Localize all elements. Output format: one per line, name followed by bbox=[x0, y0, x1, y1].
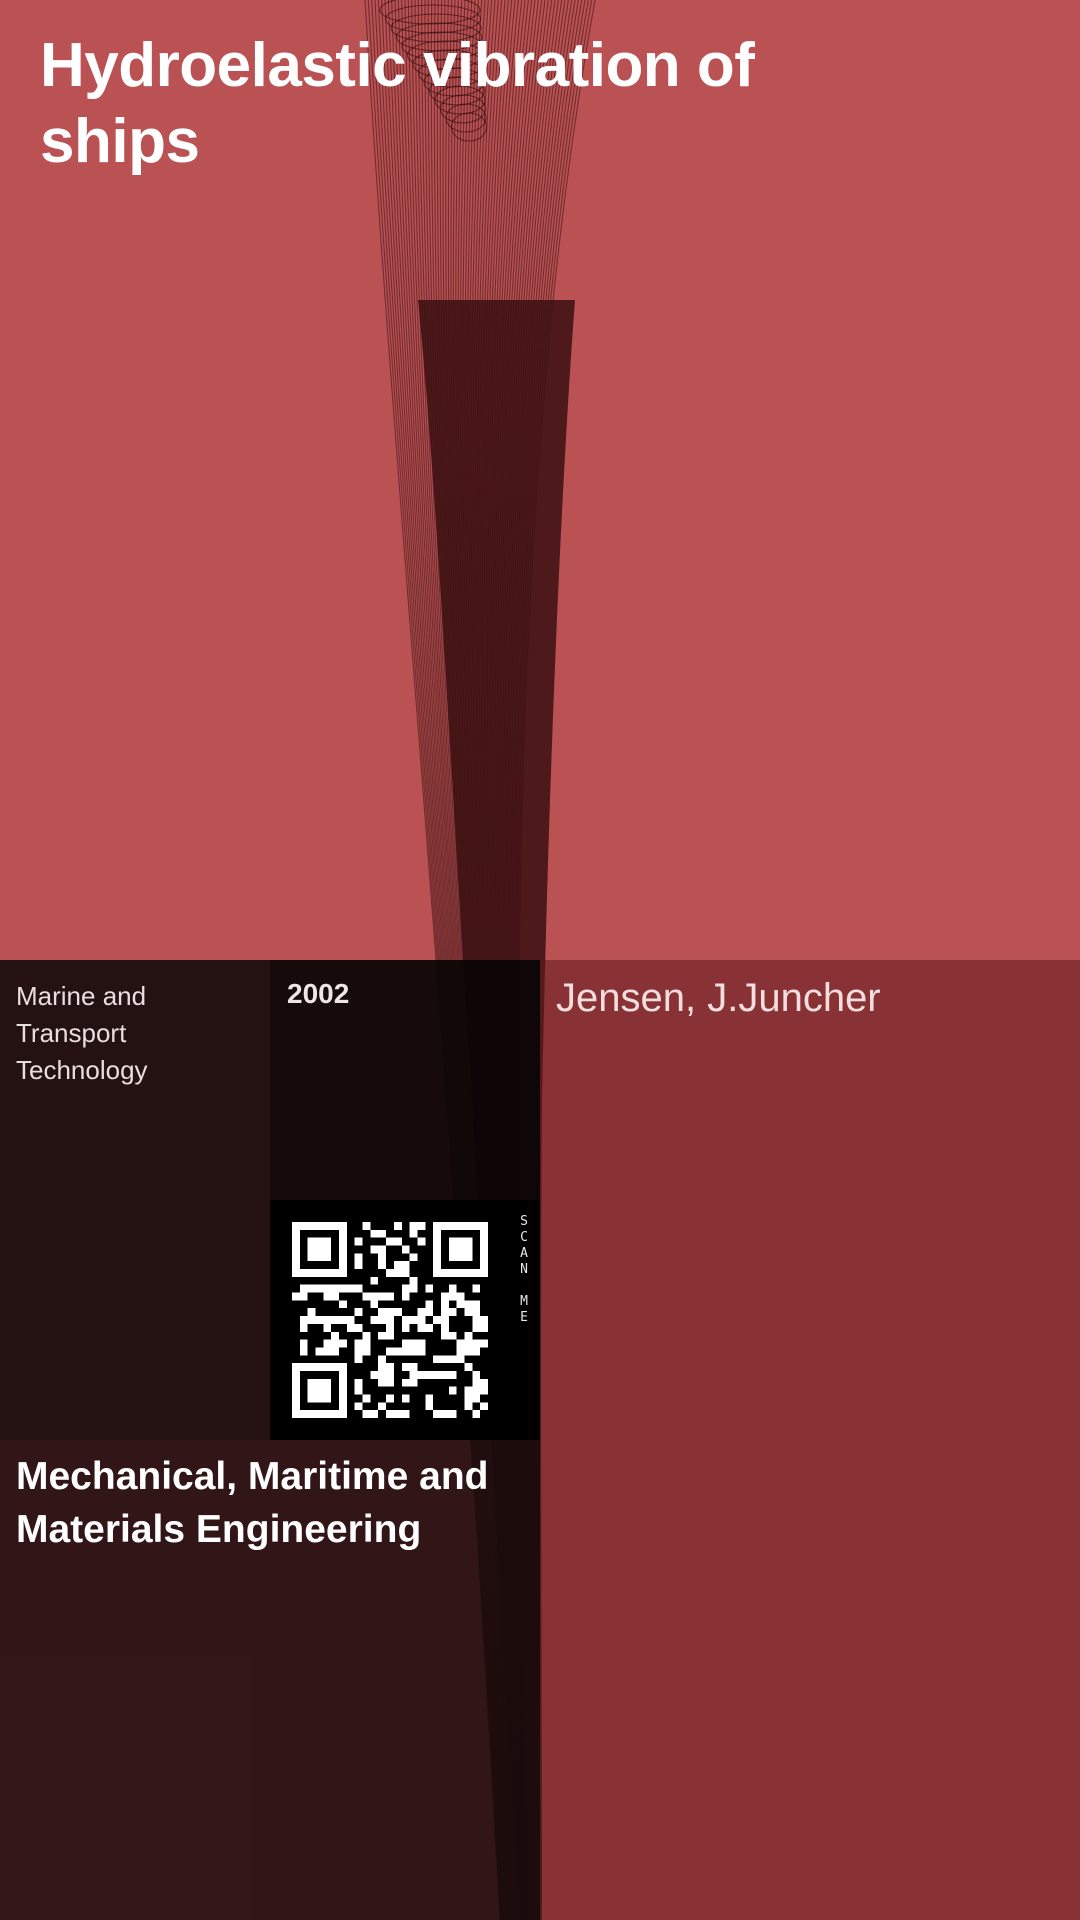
qr-code-icon[interactable] bbox=[292, 1222, 488, 1418]
book-title: Hydroelastic vibration of ships bbox=[40, 31, 755, 176]
department-label: Marine and Transport Technology bbox=[16, 981, 148, 1085]
faculty-name: Mechanical, Maritime and Materials Engin… bbox=[16, 1455, 489, 1551]
department-block bbox=[0, 960, 270, 1440]
author-name: Jensen, J.Juncher bbox=[556, 976, 881, 1020]
publication-year: 2002 bbox=[287, 978, 350, 1009]
info-panel-tint bbox=[540, 960, 1080, 1920]
